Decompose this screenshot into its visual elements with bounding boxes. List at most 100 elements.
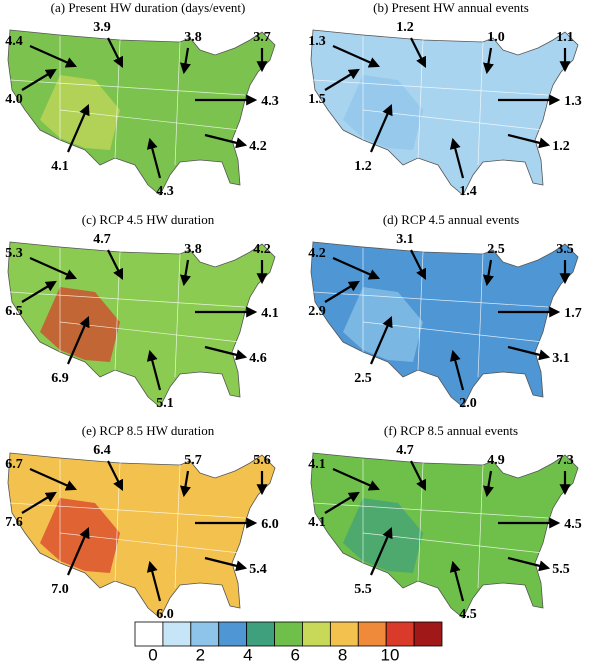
- region-value: 4.9: [487, 453, 505, 468]
- region-value: 4.7: [396, 443, 414, 458]
- state-border: [312, 79, 549, 96]
- arrow: [332, 256, 381, 280]
- arrow: [483, 47, 494, 75]
- region-value: 6.7: [5, 457, 23, 472]
- colorbar-box: [218, 621, 248, 647]
- colorbar-tick-label: 2: [196, 645, 205, 662]
- region-value: 6.0: [156, 607, 174, 622]
- region-value: 5.5: [552, 562, 570, 577]
- arrow: [332, 467, 381, 491]
- map-panel: (b) Present HW annual events 1.3 1.2 1.0 1.1…: [308, 0, 582, 199]
- region-value: 7.6: [5, 515, 23, 530]
- region-value: 3.8: [184, 30, 202, 45]
- region-value: 5.5: [354, 582, 372, 597]
- panel-title: (b) Present HW annual events: [373, 0, 529, 15]
- region-value: 3.9: [93, 20, 111, 35]
- region-value: 2.0: [459, 396, 477, 411]
- arrow: [449, 137, 465, 179]
- colorbar-box: [329, 621, 359, 647]
- arrow: [410, 249, 426, 280]
- arrow: [204, 133, 248, 149]
- state-border: [362, 321, 544, 343]
- panel-title: (c) RCP 4.5 HW duration: [82, 212, 215, 227]
- region-value: 4.1: [308, 515, 326, 530]
- arrow: [324, 280, 360, 303]
- arrow: [369, 103, 393, 153]
- arrow: [410, 37, 426, 68]
- arrow: [107, 460, 123, 491]
- arrow: [146, 137, 162, 179]
- arrow: [66, 526, 90, 576]
- region-value: 1.3: [564, 94, 582, 109]
- colorbar-box: [246, 621, 275, 647]
- arrow: [369, 526, 393, 576]
- region-value: 4.1: [51, 159, 69, 174]
- colorbar-box: [413, 621, 443, 647]
- arrow: [180, 259, 191, 287]
- region-value: 4.2: [308, 246, 326, 261]
- region-value: 1.1: [556, 30, 574, 45]
- region-value: 7.3: [556, 453, 574, 468]
- arrow: [29, 256, 78, 280]
- colorbar-tick-label: 0: [148, 645, 157, 662]
- region-value: 1.2: [396, 20, 414, 35]
- state-border: [59, 109, 241, 131]
- colorbar-tick-label: 10: [381, 645, 400, 662]
- region-value: 6.5: [5, 304, 23, 319]
- colorbar-box: [385, 621, 415, 647]
- region-value: 5.7: [184, 453, 202, 468]
- region-value: 2.5: [487, 242, 505, 257]
- colorbar-tick-label: 4: [243, 645, 252, 662]
- state-border: [362, 532, 544, 554]
- region-value: 3.7: [253, 30, 271, 45]
- state-border: [59, 532, 241, 554]
- region-value: 2.9: [308, 304, 326, 319]
- arrow: [204, 556, 248, 572]
- region-value: 5.3: [5, 246, 23, 261]
- region-value: 4.2: [249, 139, 267, 154]
- region-value: 4.3: [156, 184, 174, 199]
- arrow: [369, 315, 393, 365]
- arrow: [204, 345, 248, 361]
- arrow: [324, 68, 360, 91]
- region-value: 5.4: [249, 562, 267, 577]
- colorbar-box: [162, 621, 192, 647]
- region-value: 4.3: [261, 94, 279, 109]
- map-panel: (c) RCP 4.5 HW duration 5.3 4.7 3.8 4.2 4.1 6.…: [5, 212, 279, 411]
- state-border: [477, 253, 484, 378]
- arrow: [107, 249, 123, 280]
- us-map: [7, 29, 276, 196]
- region-value: 4.5: [564, 517, 582, 532]
- arrow: [180, 47, 191, 75]
- colorbar-box: [274, 621, 303, 647]
- panel-title: (e) RCP 8.5 HW duration: [82, 423, 215, 438]
- state-border: [174, 464, 181, 589]
- region-value: 3.8: [184, 242, 202, 257]
- region-value: 3.1: [396, 232, 414, 247]
- region-value: 2.5: [354, 371, 372, 386]
- arrow: [507, 345, 551, 361]
- state-border: [312, 291, 549, 308]
- arrow: [66, 103, 90, 153]
- region-value: 5.1: [156, 396, 174, 411]
- arrow: [21, 491, 57, 514]
- region-value: 4.0: [5, 92, 23, 107]
- state-border: [174, 41, 181, 166]
- state-border: [477, 464, 484, 589]
- arrow: [483, 259, 494, 287]
- state-border: [59, 321, 241, 343]
- us-map: [7, 241, 276, 408]
- colorbar-box: [302, 621, 331, 647]
- arrow: [146, 560, 162, 602]
- region-value: 4.7: [93, 232, 111, 247]
- arrow: [146, 349, 162, 391]
- state-border: [362, 109, 544, 131]
- us-map: [310, 241, 579, 408]
- region-value: 1.3: [308, 34, 326, 49]
- state-border: [9, 291, 246, 308]
- arrow: [66, 315, 90, 365]
- arrow: [507, 133, 551, 149]
- region-value: 7.0: [51, 582, 69, 597]
- region-value: 5.6: [253, 453, 271, 468]
